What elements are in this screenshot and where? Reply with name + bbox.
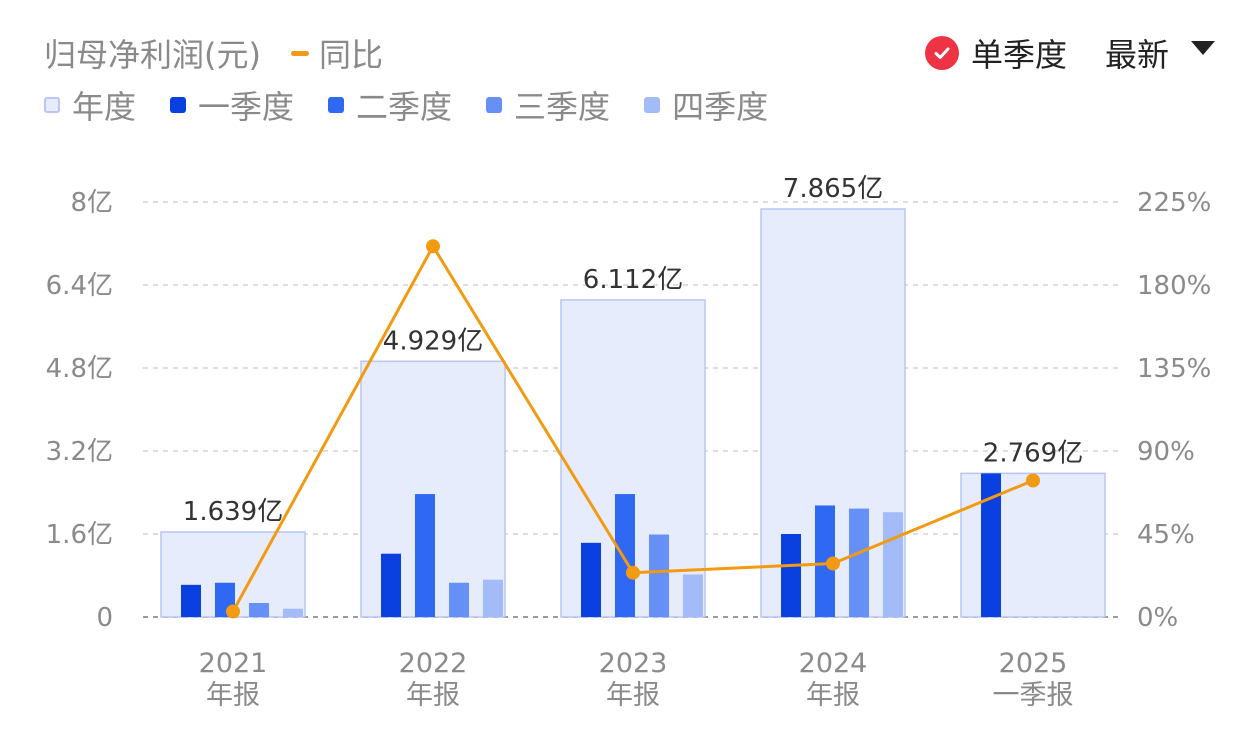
q2-swatch bbox=[328, 97, 345, 113]
x-tick-year: 2025 bbox=[999, 648, 1068, 679]
annual-swatch bbox=[44, 97, 60, 113]
quarter-bar-q4 bbox=[683, 574, 703, 617]
x-tick-year: 2021 bbox=[199, 648, 268, 679]
quarter-bar-q1 bbox=[381, 553, 401, 617]
q4-swatch bbox=[644, 97, 661, 113]
legend-label-annual: 年度 bbox=[72, 88, 137, 126]
x-tick-period: 一季报 bbox=[993, 680, 1074, 711]
x-tick-period: 年报 bbox=[406, 680, 460, 711]
q1-swatch bbox=[170, 97, 187, 113]
right-axis-tick-label: 135% bbox=[1137, 354, 1211, 384]
right-axis-tick-label: 0% bbox=[1137, 603, 1178, 633]
x-tick-year: 2022 bbox=[399, 648, 468, 679]
annual-value-label: 4.929亿 bbox=[383, 326, 483, 356]
yoy-point bbox=[426, 239, 440, 254]
legend-item-yoy[interactable]: 同比 bbox=[290, 30, 383, 76]
right-axis-tick-label: 180% bbox=[1137, 271, 1211, 301]
yoy-point bbox=[826, 556, 840, 571]
legend-label-q3: 三季度 bbox=[514, 88, 611, 126]
left-axis-tick-label: 6.4亿 bbox=[46, 271, 113, 301]
legend-item-annual[interactable]: 年度 bbox=[44, 82, 136, 128]
quarter-bar-q3 bbox=[249, 602, 269, 617]
metric-title: 归母净利润(元) bbox=[44, 36, 261, 74]
x-tick-period: 年报 bbox=[606, 680, 660, 711]
left-axis-tick-label: 1.6亿 bbox=[46, 520, 113, 550]
yoy-legend-label: 同比 bbox=[318, 36, 383, 74]
legend-item-q3[interactable]: 三季度 bbox=[486, 82, 610, 128]
x-tick-period: 年报 bbox=[806, 680, 860, 711]
x-tick-period: 年报 bbox=[206, 680, 260, 711]
annual-value-label: 6.112亿 bbox=[583, 265, 683, 295]
left-axis-tick-label: 3.2亿 bbox=[46, 437, 113, 467]
annual-value-label: 2.769亿 bbox=[983, 438, 1083, 468]
legend-item-q1[interactable]: 一季度 bbox=[170, 82, 294, 128]
yoy-point bbox=[1026, 473, 1040, 488]
checkmark-icon bbox=[934, 47, 950, 59]
quarter-bar-q1 bbox=[781, 534, 801, 617]
x-tick-year: 2024 bbox=[799, 648, 868, 679]
quarter-bar-q2 bbox=[815, 505, 835, 617]
yoy-point bbox=[226, 604, 240, 619]
legend-item-q2[interactable]: 二季度 bbox=[328, 82, 452, 128]
quarter-bar-q2 bbox=[415, 494, 435, 617]
left-axis-tick-label: 4.8亿 bbox=[46, 354, 113, 384]
yoy-point bbox=[626, 565, 640, 580]
caret-down-icon[interactable] bbox=[1191, 41, 1215, 55]
quarter-bar-q4 bbox=[283, 608, 303, 617]
quarter-bar-q1 bbox=[981, 473, 1001, 617]
x-tick-year: 2023 bbox=[599, 648, 668, 679]
quarter-bar-q3 bbox=[449, 582, 469, 617]
legend-label-q1: 一季度 bbox=[198, 88, 295, 126]
quarter-bar-q1 bbox=[181, 584, 201, 617]
annual-value-label: 7.865亿 bbox=[783, 174, 883, 204]
quarter-bar-q3 bbox=[849, 508, 869, 617]
right-axis-tick-label: 90% bbox=[1137, 437, 1195, 467]
right-axis-tick-label: 45% bbox=[1137, 520, 1195, 550]
chart-header: 归母净利润(元) 同比 bbox=[44, 30, 383, 76]
left-axis-tick-label: 0 bbox=[96, 603, 113, 633]
quarter-bar-q2 bbox=[615, 494, 635, 617]
latest-dropdown[interactable]: 最新 bbox=[1104, 36, 1169, 74]
legend-item-q4[interactable]: 四季度 bbox=[644, 82, 768, 128]
yoy-line-swatch bbox=[290, 50, 309, 56]
annual-value-label: 1.639亿 bbox=[183, 497, 283, 527]
legend-label-q2: 二季度 bbox=[356, 88, 453, 126]
single-quarter-toggle[interactable]: 单季度 bbox=[970, 36, 1067, 74]
right-axis-tick-label: 225% bbox=[1137, 188, 1211, 218]
chart-controls: 单季度 最新 bbox=[924, 30, 1215, 76]
left-axis-tick-label: 8亿 bbox=[70, 188, 113, 218]
q3-swatch bbox=[486, 97, 503, 113]
legend-label-q4: 四季度 bbox=[672, 88, 769, 126]
quarter-bar-q3 bbox=[649, 534, 669, 617]
quarter-bar-q4 bbox=[483, 579, 503, 617]
series-legend: 年度 一季度 二季度 三季度 四季度 bbox=[44, 82, 802, 128]
quarter-bar-q4 bbox=[883, 512, 903, 617]
quarter-bar-q1 bbox=[581, 542, 601, 617]
check-circle-icon[interactable] bbox=[924, 36, 959, 70]
